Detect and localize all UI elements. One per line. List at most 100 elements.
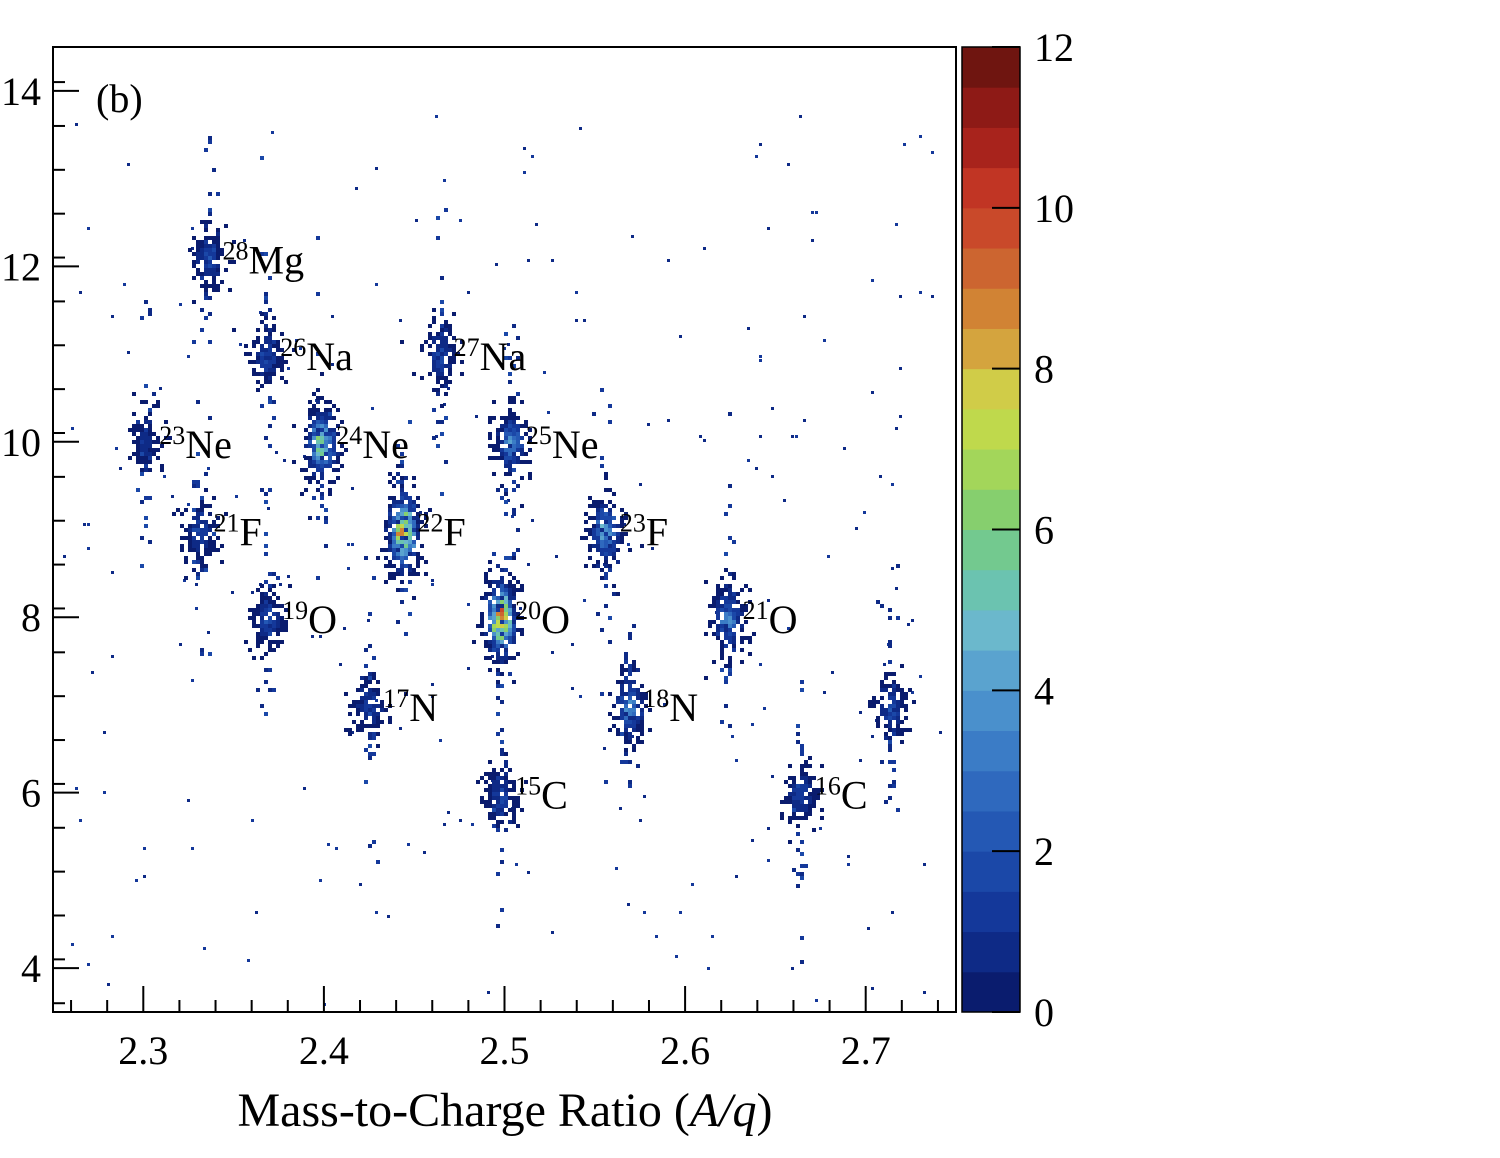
- heat-cell: [276, 628, 280, 632]
- heat-cell: [880, 688, 884, 692]
- heat-cell: [272, 628, 276, 632]
- heat-cell: [512, 396, 516, 400]
- heat-cell: [356, 708, 360, 712]
- heat-cell: [384, 536, 388, 540]
- heat-cell: [320, 424, 324, 428]
- heat-cell: [440, 492, 444, 496]
- heat-cell: [436, 236, 440, 240]
- noise-cell: [751, 723, 754, 726]
- heat-cell: [620, 684, 624, 688]
- heat-cell: [820, 808, 824, 812]
- heat-cell: [492, 624, 496, 628]
- y-tick-label: 4: [21, 946, 41, 991]
- heat-cell: [328, 428, 332, 432]
- heat-cell: [512, 604, 516, 608]
- heat-cell: [528, 448, 532, 452]
- heat-cell: [504, 592, 508, 596]
- heat-cell: [392, 484, 396, 488]
- isotope-element: F: [646, 510, 668, 555]
- heat-cell: [264, 348, 268, 352]
- heat-cell: [804, 788, 808, 792]
- heat-cell: [888, 708, 892, 712]
- heat-cell: [808, 796, 812, 800]
- heat-cell: [212, 268, 216, 272]
- heat-cell: [272, 316, 276, 320]
- heat-cell: [616, 716, 620, 720]
- heat-cell: [608, 540, 612, 544]
- heat-cell: [888, 740, 892, 744]
- noise-cell: [571, 687, 574, 690]
- noise-cell: [375, 911, 378, 914]
- heat-cell: [192, 536, 196, 540]
- heat-cell: [488, 560, 492, 564]
- heat-cell: [888, 704, 892, 708]
- noise-cell: [699, 435, 702, 438]
- heat-cell: [896, 732, 900, 736]
- heat-cell: [324, 436, 328, 440]
- noise-cell: [303, 787, 306, 790]
- heat-cell: [880, 760, 884, 764]
- heat-cell: [460, 360, 464, 364]
- heat-cell: [256, 328, 260, 332]
- heat-cell: [500, 808, 504, 812]
- heat-cell: [600, 528, 604, 532]
- heat-cell: [404, 632, 408, 636]
- heat-cell: [508, 600, 512, 604]
- heat-cell: [396, 536, 400, 540]
- heat-cell: [204, 504, 208, 508]
- heat-cell: [516, 548, 520, 552]
- heat-cell: [204, 288, 208, 292]
- heat-cell: [612, 584, 616, 588]
- heat-cell: [260, 620, 264, 624]
- heat-cell: [512, 596, 516, 600]
- heat-cell: [632, 692, 636, 696]
- heat-cell: [504, 788, 508, 792]
- heat-cell: [892, 728, 896, 732]
- heat-cell: [408, 540, 412, 544]
- heat-cell: [408, 496, 412, 500]
- heat-cell: [488, 760, 492, 764]
- noise-cell: [203, 947, 206, 950]
- heat-cell: [272, 688, 276, 692]
- noise-cell: [503, 347, 506, 350]
- heat-cell: [868, 704, 872, 708]
- heat-cell: [208, 248, 212, 252]
- heat-cell: [508, 472, 512, 476]
- heat-cell: [204, 268, 208, 272]
- heat-cell: [512, 324, 516, 328]
- heat-cell: [800, 796, 804, 800]
- heat-cell: [584, 512, 588, 516]
- heat-cell: [496, 432, 500, 436]
- heat-cell: [148, 420, 152, 424]
- heat-cell: [500, 804, 504, 808]
- heat-cell: [316, 412, 320, 416]
- noise-cell: [535, 223, 538, 226]
- heat-cell: [248, 608, 252, 612]
- heat-cell: [808, 812, 812, 816]
- heat-cell: [280, 376, 284, 380]
- heat-cell: [512, 816, 516, 820]
- heat-cell: [200, 252, 204, 256]
- heat-cell: [144, 444, 148, 448]
- heat-cell: [212, 288, 216, 292]
- heat-cell: [316, 408, 320, 412]
- noise-cell: [571, 643, 574, 646]
- heat-cell: [272, 352, 276, 356]
- heat-cell: [144, 420, 148, 424]
- heat-cell: [264, 532, 268, 536]
- heat-cell: [492, 472, 496, 476]
- heat-cell: [400, 600, 404, 604]
- heat-cell: [132, 424, 136, 428]
- heat-cell: [208, 256, 212, 260]
- heat-cell: [216, 240, 220, 244]
- heat-cell: [720, 596, 724, 600]
- heat-cell: [312, 404, 316, 408]
- heat-cell: [508, 444, 512, 448]
- heat-cell: [516, 580, 520, 584]
- heat-cell: [404, 532, 408, 536]
- heat-cell: [728, 504, 732, 508]
- heat-cell: [412, 528, 416, 532]
- heat-cell: [728, 600, 732, 604]
- noise-cell: [787, 627, 790, 630]
- heat-cell: [200, 512, 204, 516]
